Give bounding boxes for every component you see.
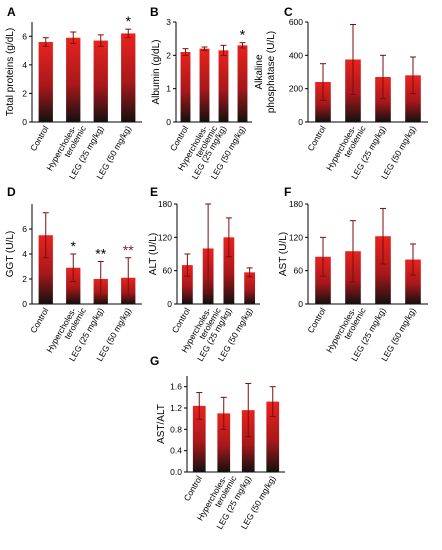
y-tick-label: 0 xyxy=(22,299,27,309)
bar xyxy=(315,82,331,122)
bar xyxy=(38,42,53,122)
x-tick-label: Control xyxy=(182,474,204,503)
y-axis-label: ALT (U/L) xyxy=(148,233,159,275)
bar xyxy=(38,235,53,304)
x-tick-label: Control xyxy=(28,124,50,153)
y-tick-label: 180 xyxy=(289,199,303,209)
y-tick-label: 0 xyxy=(166,117,171,127)
x-tick-label: Control xyxy=(305,124,327,153)
y-axis-label: GGT (U/L) xyxy=(5,231,16,277)
panel-label: F xyxy=(284,185,291,199)
y-tick-label: 200 xyxy=(289,84,303,94)
significance-marker: ** xyxy=(95,246,106,262)
panel-label: C xyxy=(284,5,293,19)
panel-label: B xyxy=(150,5,159,19)
y-tick-label: 4 xyxy=(22,249,27,259)
bar xyxy=(375,236,391,304)
y-tick-label: 0 xyxy=(298,117,303,127)
panel-label: A xyxy=(7,5,16,19)
bar xyxy=(192,405,206,472)
y-tick-label: 600 xyxy=(289,17,303,27)
y-tick-label: 4 xyxy=(22,60,27,70)
y-axis-label: Albumin (g/dL) xyxy=(151,39,162,104)
bar xyxy=(180,52,191,122)
x-tick-label: Control xyxy=(28,306,50,335)
y-tick-label: 0 xyxy=(22,117,27,127)
bar xyxy=(223,237,235,304)
bar xyxy=(244,272,256,304)
y-tick-label: 0.0 xyxy=(170,467,182,477)
bar xyxy=(405,75,421,122)
y-tick-label: 2 xyxy=(166,50,171,60)
bar xyxy=(121,33,136,122)
chart-panel-g: G0.00.40.81.21.6AST/ALTControlHyperchole… xyxy=(150,354,285,531)
y-tick-label: 0 xyxy=(167,299,172,309)
bar xyxy=(218,50,229,123)
bar xyxy=(93,40,108,123)
panel-label: D xyxy=(7,185,16,199)
bar xyxy=(375,77,391,122)
significance-marker: * xyxy=(71,238,77,254)
bar xyxy=(66,267,81,304)
x-tick-label: Control xyxy=(305,306,327,335)
y-axis-label: AST/ALT xyxy=(156,404,167,444)
y-axis-label: AST (U/L) xyxy=(278,232,289,276)
y-tick-label: 400 xyxy=(289,50,303,60)
panel-label: E xyxy=(150,185,158,199)
y-tick-label: 60 xyxy=(294,266,304,276)
significance-marker: * xyxy=(126,13,132,29)
y-tick-label: 2 xyxy=(22,274,27,284)
y-tick-label: 2 xyxy=(22,88,27,98)
bar xyxy=(241,410,255,472)
y-tick-label: 0.4 xyxy=(170,446,182,456)
bar xyxy=(217,413,231,472)
y-tick-label: 120 xyxy=(289,232,303,242)
bar xyxy=(181,265,193,304)
y-tick-label: 120 xyxy=(158,232,172,242)
y-tick-label: 6 xyxy=(22,224,27,234)
y-tick-label: 3 xyxy=(166,17,171,27)
y-tick-label: 1.6 xyxy=(170,382,182,392)
y-tick-label: 180 xyxy=(158,199,172,209)
bar xyxy=(199,48,210,122)
bar xyxy=(405,259,421,304)
y-tick-label: 0 xyxy=(298,299,303,309)
y-tick-label: 0.8 xyxy=(170,424,182,434)
bar xyxy=(315,256,331,304)
bar xyxy=(266,401,280,472)
y-tick-label: 60 xyxy=(163,266,173,276)
y-tick-label: 6 xyxy=(22,31,27,41)
y-tick-label: 1.2 xyxy=(170,403,182,413)
bar xyxy=(66,37,81,122)
significance-marker: * xyxy=(240,27,246,43)
y-axis-label: Alkaline xyxy=(254,54,265,89)
significance-marker: ** xyxy=(123,242,134,258)
chart-panel-c: C 0 200 400 600 Alkaline phosphatase (U/L) Cont… xyxy=(254,5,428,181)
bar xyxy=(237,45,248,123)
y-axis-label: phosphatase (U/L) xyxy=(266,31,277,113)
y-tick-label: 1 xyxy=(166,84,171,94)
panel-label: G xyxy=(150,354,159,368)
y-axis-label: Total proteins (g/dL) xyxy=(5,28,16,116)
x-tick-label: Control xyxy=(170,306,192,335)
